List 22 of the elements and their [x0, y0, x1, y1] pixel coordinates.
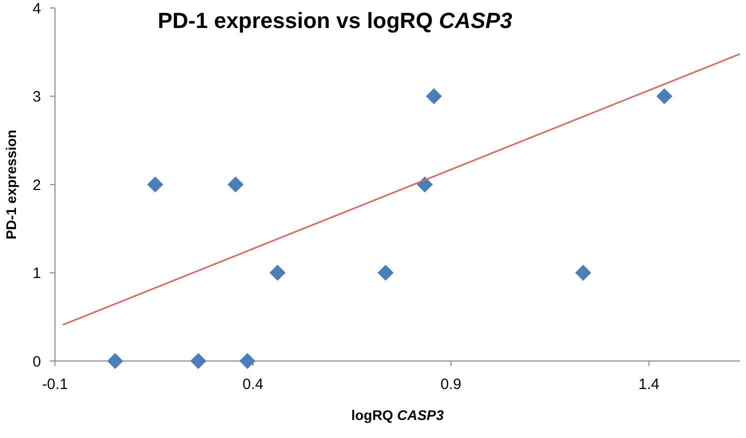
y-axis-title: PD-1 expression	[3, 130, 19, 240]
point	[378, 264, 394, 281]
y-tick-label: 2	[32, 176, 41, 194]
point	[426, 88, 442, 104]
y-tick-label: 3	[32, 88, 41, 106]
point	[190, 353, 206, 369]
point	[575, 264, 592, 281]
x-tick-label: 1.4	[638, 376, 660, 393]
point	[107, 353, 124, 369]
x-tick-label: -0.1	[42, 376, 68, 393]
y-tick-label: 1	[32, 265, 41, 282]
chart-title: PD-1 expression vs logRQ CASP3	[158, 8, 512, 33]
x-tick-label: 0.4	[242, 376, 264, 393]
point	[656, 88, 672, 104]
y-tick-label: 0	[32, 353, 41, 370]
x-axis-title: logRQ CASP3	[351, 407, 444, 423]
x-tick-label: 0.9	[440, 376, 462, 393]
point	[239, 353, 256, 369]
point	[147, 176, 164, 192]
y-tick-label: 4	[32, 0, 41, 18]
point	[270, 264, 286, 281]
point	[228, 176, 244, 192]
